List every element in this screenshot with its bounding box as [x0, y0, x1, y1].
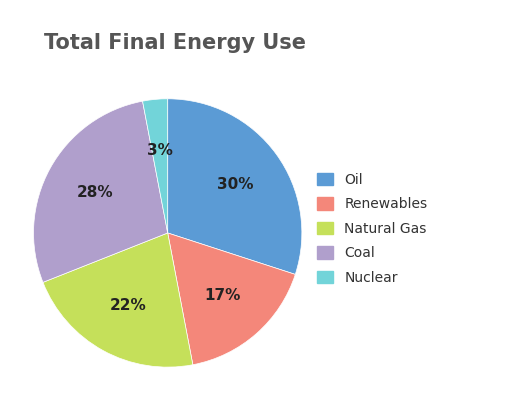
- Wedge shape: [168, 233, 295, 365]
- Wedge shape: [168, 99, 302, 275]
- Wedge shape: [43, 233, 193, 367]
- Text: 28%: 28%: [76, 186, 113, 201]
- Text: 3%: 3%: [147, 143, 173, 158]
- Text: Total Final Energy Use: Total Final Energy Use: [44, 33, 307, 53]
- Legend: Oil, Renewables, Natural Gas, Coal, Nuclear: Oil, Renewables, Natural Gas, Coal, Nucl…: [316, 173, 427, 285]
- Wedge shape: [34, 101, 168, 282]
- Text: 17%: 17%: [204, 288, 241, 303]
- Text: 30%: 30%: [217, 176, 253, 192]
- Wedge shape: [142, 99, 168, 233]
- Text: 22%: 22%: [109, 298, 146, 313]
